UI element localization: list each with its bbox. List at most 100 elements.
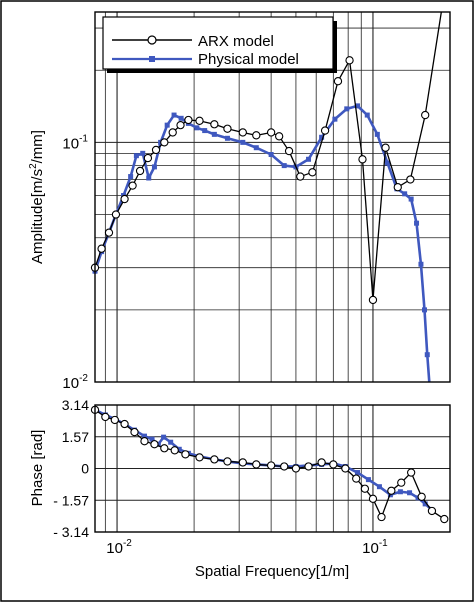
phase-arx-point (341, 464, 350, 473)
phase-arx-point (377, 512, 386, 522)
phase-physical-point (365, 477, 371, 483)
phase-arx-point (160, 444, 169, 453)
phase-physical-point (168, 439, 174, 445)
phase-arx-point (140, 437, 149, 446)
phase-arx-point (238, 458, 247, 467)
phase-arx-point (360, 484, 370, 493)
phase-arx-point (440, 514, 449, 524)
amplitude-panel: 10-1 10-2 Amplitude[m/s2/mm] ARX model Ph… (28, 11, 451, 392)
x-axis-label: Spatial Frequency[1/m] (195, 563, 349, 580)
amplitude-physical-point (268, 152, 274, 158)
amplitude-physical-point (240, 139, 246, 145)
amplitude-physical-point (422, 307, 428, 313)
amplitude-physical-point (164, 122, 170, 128)
amplitude-arx-point (368, 295, 378, 305)
phase-arx-point (397, 478, 406, 487)
phase-arx-point (120, 419, 129, 429)
amplitude-physical-point (171, 112, 177, 118)
phase-arx-point (291, 464, 301, 473)
amplitude-arx-point (195, 116, 204, 125)
amplitude-physical-point (385, 160, 391, 166)
amplitude-physical-point (194, 125, 200, 131)
phase-arx-point (252, 460, 261, 469)
amplitude-arx-point (296, 172, 305, 181)
amplitude-physical-point (364, 112, 370, 118)
amplitude-physical-point (202, 128, 208, 134)
amplitude-arx-point (284, 146, 294, 156)
amplitude-physical-point (319, 134, 325, 140)
amplitude-y-tick-label: 10-2 (62, 373, 88, 392)
x-tick-label: 10-2 (106, 538, 132, 557)
legend-arx-label: ARX model (198, 33, 274, 50)
legend-physical-marker (149, 56, 155, 62)
amplitude-grid (95, 12, 450, 382)
amplitude-arx-point (176, 120, 185, 130)
x-tick-label: 10-1 (362, 538, 388, 557)
amplitude-arx-point (320, 126, 330, 135)
phase-arx-point (417, 492, 426, 501)
phase-y-tick-label: - 3.14 (53, 524, 89, 540)
amplitude-physical-point (408, 196, 414, 202)
phase-arx-point (280, 462, 289, 471)
amplitude-arx-point (252, 131, 261, 140)
phase-series (90, 405, 449, 524)
amplitude-arx-point (168, 128, 177, 137)
amplitude-physical-point (146, 175, 152, 181)
amplitude-arx-point (275, 132, 284, 141)
phase-axes-frame (94, 404, 451, 533)
amplitude-arx-point (223, 124, 232, 133)
phase-y-tick-label: - 1.57 (53, 492, 89, 508)
phase-arx-point (195, 453, 204, 462)
legend-physical-label: Physical model (198, 51, 299, 68)
phase-arx-point (130, 427, 139, 437)
phase-physical-point (397, 489, 403, 495)
amplitude-arx-point (120, 194, 129, 204)
amplitude-physical-point (424, 352, 430, 358)
amplitude-physical-point (418, 261, 424, 267)
amplitude-arx-point (308, 168, 317, 177)
amplitude-physical-point (354, 103, 360, 109)
phase-arx-point (266, 461, 276, 470)
amplitude-axes-frame (94, 11, 451, 383)
amplitude-arx-point (421, 110, 430, 120)
phase-physical-point (376, 484, 382, 490)
legend-arx-marker (147, 35, 157, 45)
amplitude-y-ticks: 10-1 10-2 (62, 133, 88, 392)
phase-arx-point (427, 506, 437, 516)
amplitude-physical-point (414, 220, 420, 226)
amplitude-physical-point (151, 164, 157, 170)
phase-y-tick-label: 1.57 (62, 429, 89, 445)
phase-arx-point (181, 450, 190, 459)
phase-physical-point (354, 470, 360, 476)
amplitude-physical-point (211, 131, 217, 137)
amplitude-physical-point (332, 116, 338, 122)
x-ticks: 10-2 10-1 (106, 538, 388, 557)
phase-arx-point (352, 474, 361, 483)
amplitude-physical-point (253, 145, 259, 151)
amplitude-physical-point (374, 131, 380, 137)
amplitude-arx-point (381, 143, 390, 152)
phase-physical-point (407, 490, 413, 496)
amplitude-physical-point (140, 150, 146, 156)
phase-arx-point (304, 462, 313, 471)
phase-physical-point (149, 436, 155, 442)
phase-arx-point (150, 440, 159, 449)
amplitude-physical-point (178, 115, 184, 121)
phase-panel: 3.14 1.57 0 - 1.57 - 3.14 10-2 10-1 Phase [ra… (29, 397, 451, 580)
phase-arx-point (387, 486, 396, 495)
amplitude-arx-point (97, 244, 106, 253)
phase-physical-point (422, 501, 428, 507)
amplitude-arx-point (184, 115, 193, 125)
amplitude-physical-line (93, 104, 431, 383)
amplitude-arx-point (135, 166, 145, 176)
phase-arx-point (368, 494, 378, 503)
amplitude-y-label: Amplitude[m/s2/mm] (28, 130, 46, 264)
amplitude-physical-point (344, 106, 350, 112)
amplitude-physical-point (224, 135, 230, 141)
amplitude-arx-point (238, 128, 247, 137)
amplitude-arx-point (104, 228, 114, 237)
phase-arx-point (170, 446, 179, 455)
phase-y-label: Phase [rad] (29, 430, 46, 507)
